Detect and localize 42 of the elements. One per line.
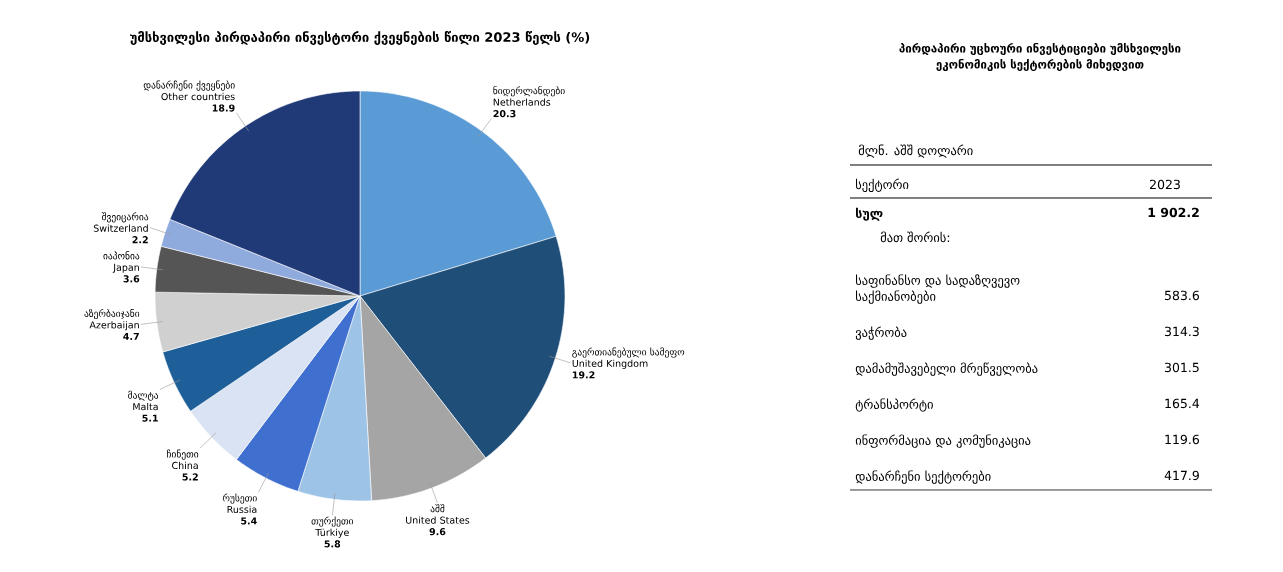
- data-label: 2.2: [132, 236, 148, 244]
- data-label: 1 902.2: [1148, 207, 1199, 218]
- category-label: დანარჩენი სექტორები: [855, 470, 991, 484]
- chart-title: უმსხვილესი პირდაპირი ინვესტორი ქვეყნების წილი 2023 წელს (%): [130, 31, 590, 45]
- data-label: 119.6: [1165, 434, 1200, 445]
- slice-label: აშშ United States: [406, 504, 470, 524]
- category-label: ვაჭრობა: [855, 326, 907, 340]
- text: პირდაპირი უცხოური ინვესტიციები უმსხვილესი ეკონომიკის სექტორების მიხედვით: [899, 42, 1181, 72]
- slice-label: შვეიცარია Switzerland: [93, 212, 149, 232]
- slice-label: აზერბაიჯანი Azerbaijan: [84, 308, 140, 331]
- text: მათ შორის:: [880, 231, 950, 243]
- category-label: ტრანსპორტი: [855, 398, 933, 412]
- data-label: 301.5: [1164, 362, 1199, 373]
- data-label: 19.2: [572, 371, 595, 379]
- data-label: 5.4: [241, 517, 257, 525]
- slice-label: რუსეთი Russia: [222, 493, 257, 514]
- data-label: 5.1: [142, 414, 158, 422]
- data-label: 417.9: [1164, 470, 1199, 481]
- data-label: 4.7: [123, 332, 139, 340]
- slice-label: თურქეთი Türkiye: [311, 516, 354, 538]
- data-label: 314.3: [1164, 326, 1199, 337]
- data-label: 18.9: [212, 104, 235, 112]
- data-label: 5.2: [182, 473, 198, 481]
- category-label: საფინანსო და სადაზღვევო საქმიანობები: [856, 274, 1020, 304]
- slice-label: ჩინეთი China: [167, 449, 199, 470]
- text: სექტორი: [856, 178, 909, 192]
- data-label: 5.8: [324, 540, 341, 548]
- text: 2023: [1150, 179, 1180, 190]
- slice-label: მალტა Malta: [128, 390, 159, 411]
- data-label: 20.3: [493, 110, 516, 118]
- slice-label: გაერთიანებული სამეფო United Kingdom: [572, 347, 685, 369]
- data-label: 583.6: [1164, 290, 1200, 301]
- data-label: 3.6: [123, 275, 140, 283]
- category-label: დამამუშავებელი მრეწველობა: [855, 362, 1038, 376]
- slice-label: იაპონია Japan: [103, 251, 140, 273]
- slice-label: დანარჩენი ქვეყნები Other countries: [143, 80, 235, 101]
- text: მლნ. აშშ დოლარი: [858, 144, 973, 158]
- category-label: სულ: [856, 207, 883, 221]
- data-label: 165.4: [1165, 398, 1200, 409]
- data-label: 9.6: [429, 528, 446, 536]
- slice-label: ნიდერლანდები Netherlands: [493, 86, 565, 106]
- category-label: ინფორმაცია და კომუნიკაცია: [855, 434, 1031, 448]
